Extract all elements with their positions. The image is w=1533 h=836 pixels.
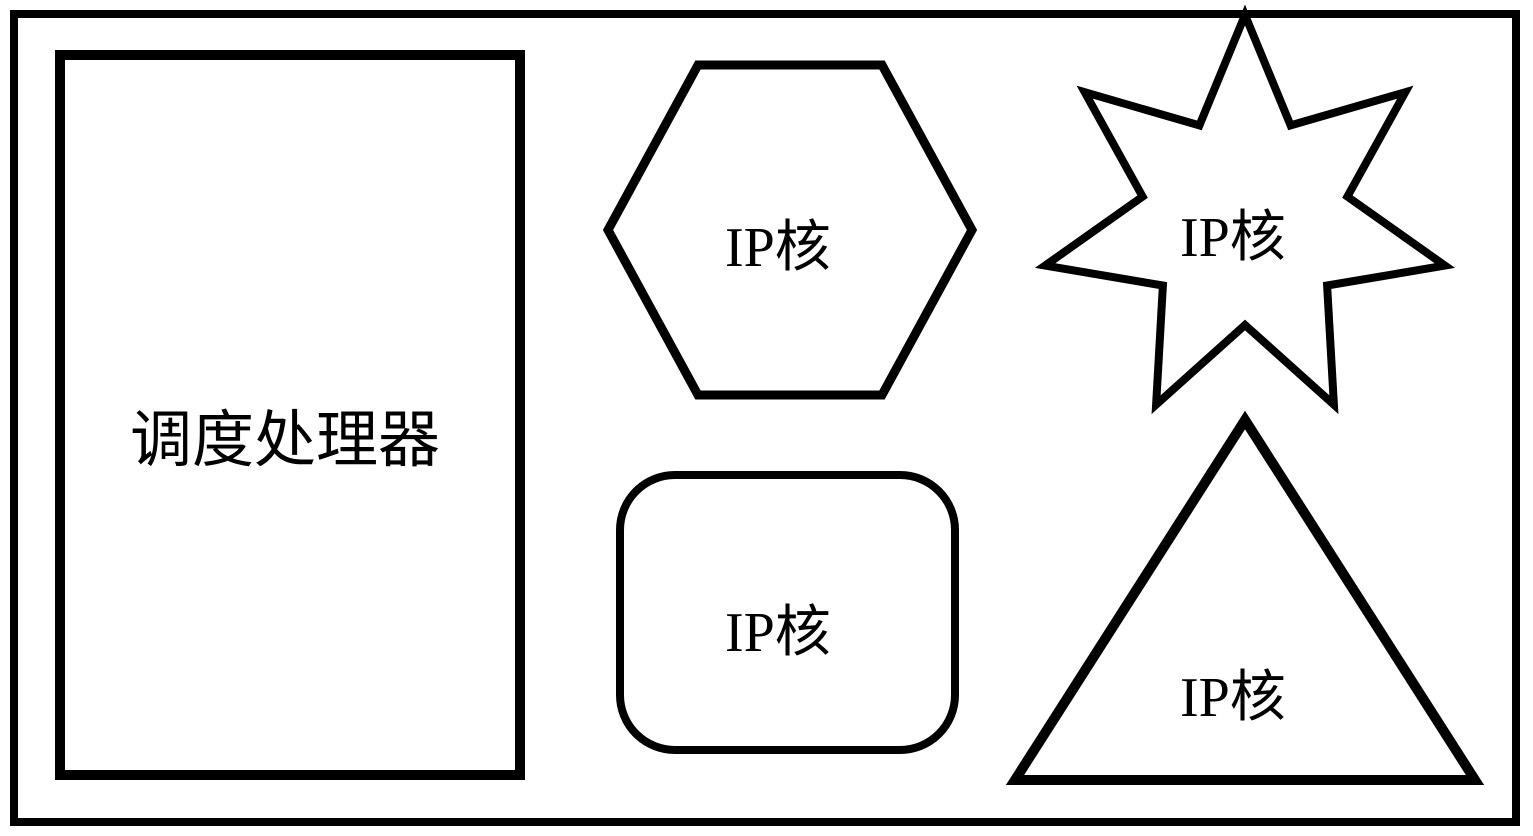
ip-core-rounded-rect-label: IP核 xyxy=(725,587,831,668)
ip-core-hexagon-label: IP核 xyxy=(725,202,831,283)
ip-core-triangle-label: IP核 xyxy=(1180,652,1286,733)
scheduler-processor-label: 调度处理器 xyxy=(130,389,440,479)
ip-core-star-label: IP核 xyxy=(1180,192,1286,273)
